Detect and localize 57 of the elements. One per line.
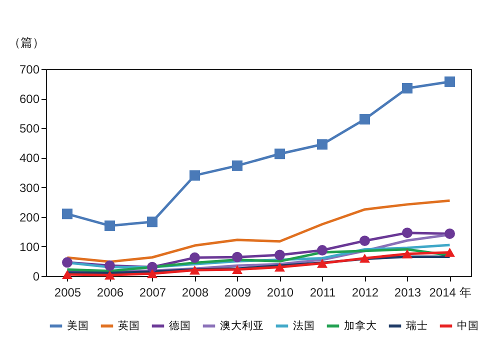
point — [360, 254, 370, 263]
point — [444, 248, 455, 257]
point — [274, 262, 285, 272]
x-tick-label: 2007 — [139, 286, 166, 300]
point — [317, 258, 328, 268]
point — [104, 220, 115, 231]
y-tick-label: 300 — [19, 180, 40, 195]
x-tick-label: 2006 — [96, 286, 124, 300]
x-tick-label: 2012 — [352, 286, 379, 300]
y-axis-title: （篇） — [8, 36, 44, 50]
y-tick-label: 700 — [19, 62, 40, 76]
legend-label: 英国 — [118, 319, 140, 332]
point — [317, 245, 328, 256]
point — [232, 252, 242, 262]
x-tick-label: 2014 年 — [429, 286, 472, 300]
point — [147, 269, 158, 278]
legend-label: 法国 — [293, 319, 315, 332]
y-tick-label: 600 — [19, 92, 40, 106]
x-tick-label: 2011 — [310, 286, 336, 300]
x-tick-label: 2005 — [54, 286, 82, 300]
point — [232, 264, 242, 274]
legend-label: 美国 — [67, 319, 89, 332]
point — [274, 148, 285, 160]
y-tick-label: 500 — [19, 122, 40, 136]
x-tick-label: 2010 — [266, 286, 294, 300]
legend-label: 加拿大 — [344, 319, 377, 332]
point — [62, 257, 72, 268]
legend-label: 中国 — [457, 319, 479, 332]
point — [190, 252, 200, 263]
point — [147, 262, 158, 272]
point — [317, 139, 328, 150]
point — [104, 270, 115, 280]
point — [360, 114, 370, 125]
x-tick-label: 2013 — [394, 286, 422, 300]
y-tick-label: 0 — [32, 270, 40, 284]
y-tick-label: 100 — [19, 240, 40, 254]
point — [402, 249, 412, 258]
point — [402, 82, 412, 94]
legend-label: 澳大利亚 — [220, 319, 264, 332]
point — [444, 228, 455, 239]
point — [232, 160, 242, 171]
point — [274, 250, 285, 260]
point — [62, 270, 72, 280]
point — [402, 228, 412, 238]
y-tick-label: 200 — [19, 210, 40, 224]
point — [190, 266, 200, 275]
legend-label: 德国 — [169, 320, 191, 332]
point — [62, 208, 72, 220]
point — [190, 170, 200, 181]
point — [444, 76, 455, 87]
legend-label: 瑞士 — [406, 319, 428, 332]
x-tick-label: 2009 — [224, 286, 252, 300]
point — [360, 236, 370, 246]
x-tick-label: 2008 — [182, 286, 209, 300]
y-tick-label: 400 — [19, 151, 40, 166]
point — [104, 260, 115, 271]
point — [147, 216, 158, 228]
